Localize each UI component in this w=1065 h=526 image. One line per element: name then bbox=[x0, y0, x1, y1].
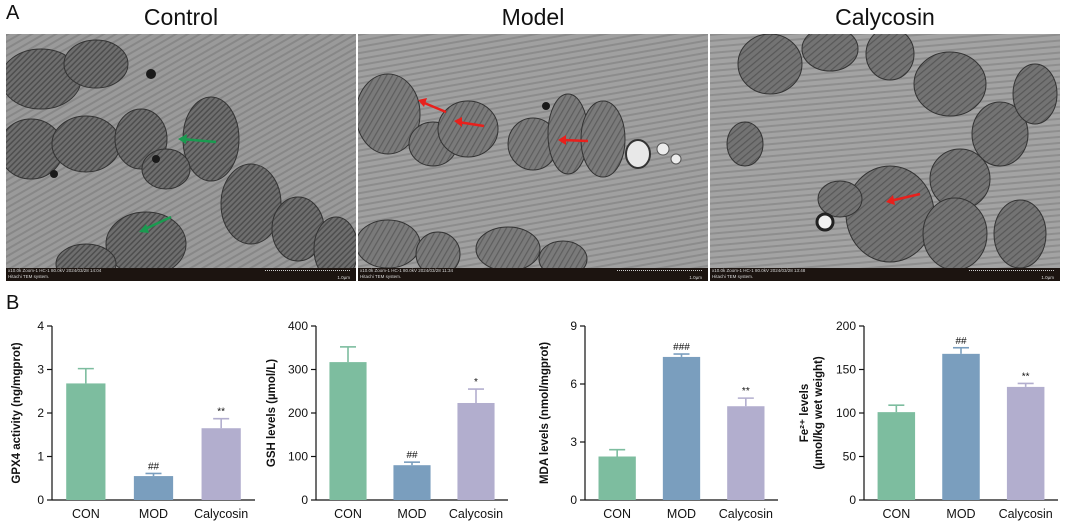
x-tick-label: MOD bbox=[667, 507, 696, 521]
significance-label: * bbox=[474, 377, 478, 388]
bar-calycosin bbox=[201, 428, 241, 500]
x-tick-label: Calycosin bbox=[999, 507, 1053, 521]
arrow-icon bbox=[139, 215, 172, 233]
x-tick-label: CON bbox=[882, 507, 910, 521]
y-tick-label: 100 bbox=[836, 406, 856, 420]
bar-con bbox=[598, 456, 636, 500]
x-tick-label: CON bbox=[72, 507, 100, 521]
y-axis-label: MDA levels (nmol/mgprot) bbox=[539, 342, 551, 484]
y-tick-label: 2 bbox=[37, 406, 44, 420]
arrow-icon bbox=[178, 134, 217, 144]
chart-fe2: 0 50 100 150 200 Fe²⁺ levels (µmol/kg wet weig… bbox=[799, 319, 1058, 521]
y-tick-label: 400 bbox=[288, 319, 308, 333]
tem-meta: Hitachi TEM system. bbox=[360, 273, 402, 279]
tem-image-calycosin: x10.0k Zoom-1 HC-1 80.0kV 2024/03/28 13:… bbox=[710, 34, 1060, 281]
y-axis-label: Fe²⁺ levels bbox=[799, 384, 811, 443]
x-tick-label: CON bbox=[334, 507, 362, 521]
tem-meta: x10.0k Zoom-1 HC-1 80.0kV 2024/03/28 14:… bbox=[8, 268, 102, 273]
tem-meta: x10.0k Zoom-1 HC-1 80.0kV 2024/03/28 11:… bbox=[360, 268, 453, 273]
arrow-icon bbox=[886, 192, 921, 205]
significance-label: ## bbox=[406, 450, 418, 461]
bar-mod bbox=[393, 465, 431, 500]
bar-con bbox=[66, 383, 106, 500]
y-tick-label: 0 bbox=[849, 493, 856, 507]
y-tick-label: 0 bbox=[37, 493, 44, 507]
x-tick-label: MOD bbox=[946, 507, 975, 521]
significance-label: ## bbox=[955, 336, 967, 347]
bar-con bbox=[877, 412, 916, 500]
significance-label: ## bbox=[148, 461, 160, 472]
scale-ticks bbox=[265, 270, 350, 274]
tem-meta: Hitachi TEM system. bbox=[712, 273, 754, 279]
bar-calycosin bbox=[457, 402, 495, 500]
bar-mod bbox=[133, 476, 174, 500]
chart-mda: 0 3 6 9 MDA levels (nmol/mgprot) CON ### MOD ** C… bbox=[539, 319, 778, 521]
y-axis-label: GSH levels (µmol/L) bbox=[266, 359, 278, 467]
x-tick-label: MOD bbox=[397, 507, 426, 521]
tem-image-model: x10.0k Zoom-1 HC-1 80.0kV 2024/03/28 11:… bbox=[358, 34, 708, 281]
tem-info-bar: x10.0k Zoom-1 HC-1 80.0kV 2024/03/28 14:… bbox=[6, 268, 356, 281]
x-tick-label: Calycosin bbox=[719, 507, 773, 521]
x-tick-label: Calycosin bbox=[449, 507, 503, 521]
scale-label: 1.0µm bbox=[1041, 274, 1054, 280]
significance-label: ** bbox=[1022, 371, 1030, 382]
micrograph-control bbox=[6, 34, 356, 281]
arrow-icon bbox=[558, 135, 589, 145]
y-tick-label: 6 bbox=[570, 377, 577, 391]
tem-info-bar: x10.0k Zoom-1 HC-1 80.0kV 2024/03/28 11:… bbox=[358, 268, 708, 281]
y-tick-label: 50 bbox=[843, 450, 857, 464]
y-tick-label: 200 bbox=[836, 319, 856, 333]
chart-gsh: 0 100 200 300 400 GSH levels (µmol/L) CON ## MOD… bbox=[266, 319, 508, 521]
y-tick-label: 200 bbox=[288, 406, 308, 420]
chart-gpx4: 0 1 2 3 4 GPX4 activity (ng/mgprot) CON ## MOD **… bbox=[11, 319, 255, 521]
y-tick-label: 300 bbox=[288, 363, 308, 377]
bar-con bbox=[329, 362, 367, 500]
panel-label-a: A bbox=[6, 2, 20, 24]
bar-mod bbox=[662, 356, 701, 500]
y-tick-label: 100 bbox=[288, 450, 308, 464]
tem-meta: Hitachi TEM system. bbox=[8, 273, 50, 279]
x-tick-label: MOD bbox=[139, 507, 168, 521]
significance-label: ** bbox=[742, 386, 750, 397]
tem-title-control: Control bbox=[143, 4, 219, 30]
scale-label: 1.0µm bbox=[689, 274, 702, 280]
y-tick-label: 1 bbox=[37, 450, 44, 464]
scale-label: 1.0µm bbox=[337, 274, 350, 280]
significance-label: ### bbox=[673, 342, 690, 353]
micrograph-model bbox=[358, 34, 708, 281]
bar-calycosin bbox=[727, 406, 765, 500]
y-tick-label: 0 bbox=[570, 493, 577, 507]
tem-title-model: Model bbox=[501, 4, 565, 30]
tem-meta: x10.0k Zoom-1 HC-1 80.0kV 2024/03/28 13:… bbox=[712, 268, 806, 273]
scale-ticks bbox=[617, 270, 702, 274]
bar-calycosin bbox=[1006, 386, 1045, 500]
x-tick-label: Calycosin bbox=[194, 507, 248, 521]
y-tick-label: 3 bbox=[570, 435, 577, 449]
y-axis-label: (µmol/kg wet weight) bbox=[813, 356, 825, 469]
y-tick-label: 9 bbox=[570, 319, 577, 333]
bar-mod bbox=[942, 353, 980, 500]
y-tick-label: 4 bbox=[37, 319, 44, 333]
y-tick-label: 0 bbox=[301, 493, 308, 507]
y-axis-label: GPX4 activity (ng/mgprot) bbox=[11, 342, 23, 483]
y-tick-label: 3 bbox=[37, 363, 44, 377]
panel-label-b: B bbox=[6, 292, 20, 314]
micrograph-calycosin bbox=[710, 34, 1060, 281]
tem-image-control: x10.0k Zoom-1 HC-1 80.0kV 2024/03/28 14:… bbox=[6, 34, 356, 281]
significance-label: ** bbox=[217, 407, 225, 418]
tem-info-bar: x10.0k Zoom-1 HC-1 80.0kV 2024/03/28 13:… bbox=[710, 268, 1060, 281]
scale-ticks bbox=[969, 270, 1054, 274]
x-tick-label: CON bbox=[603, 507, 631, 521]
arrow-icon bbox=[418, 98, 447, 114]
arrow-icon bbox=[454, 117, 485, 128]
y-tick-label: 150 bbox=[836, 363, 856, 377]
tem-title-calycosin: Calycosin bbox=[835, 4, 935, 30]
